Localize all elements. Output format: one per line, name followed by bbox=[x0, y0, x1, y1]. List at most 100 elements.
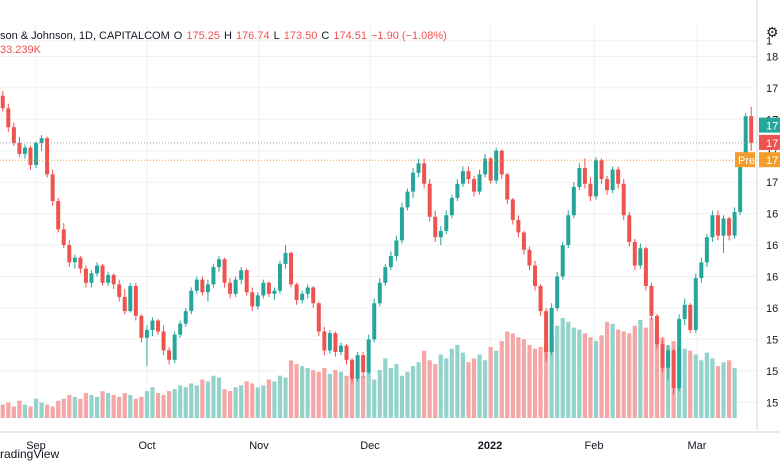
high-label: H bbox=[223, 30, 232, 42]
volume-bar bbox=[571, 327, 576, 418]
candle-body bbox=[682, 304, 687, 319]
volume-bar bbox=[239, 385, 244, 418]
candle-body bbox=[693, 278, 698, 330]
candle-body bbox=[255, 295, 260, 307]
x-tick-label: Sep bbox=[26, 440, 46, 452]
candle-body bbox=[22, 147, 27, 154]
volume-bar bbox=[355, 377, 360, 418]
candle-body bbox=[649, 285, 654, 316]
candle-body bbox=[677, 318, 682, 389]
candle-body bbox=[294, 284, 299, 301]
candle-body bbox=[577, 168, 582, 187]
candle-body bbox=[699, 262, 704, 279]
candle-body bbox=[139, 315, 144, 338]
close-value: 174.51 bbox=[333, 30, 367, 42]
volume-bar bbox=[726, 360, 732, 418]
volume-bar bbox=[566, 321, 571, 418]
volume-bar bbox=[599, 335, 604, 418]
gear-icon[interactable]: ⚙ bbox=[766, 24, 779, 40]
volume-bar bbox=[144, 391, 150, 418]
candle-body bbox=[300, 293, 305, 301]
volume-bar bbox=[211, 375, 216, 418]
candle-body bbox=[28, 147, 33, 165]
volume-bar bbox=[166, 391, 172, 418]
candle-body bbox=[216, 259, 221, 268]
volume-bar bbox=[366, 371, 371, 418]
candle-body bbox=[61, 229, 66, 246]
y-tick-label: 16 bbox=[766, 272, 778, 284]
price-tag-box bbox=[759, 117, 780, 133]
candle-body bbox=[593, 160, 598, 197]
volume-bar bbox=[311, 369, 316, 418]
candle-body bbox=[228, 282, 233, 294]
volume-bar bbox=[227, 391, 233, 418]
candle-body bbox=[715, 215, 720, 236]
candle-body bbox=[494, 150, 499, 181]
candle-body bbox=[211, 267, 216, 285]
candle-body bbox=[11, 127, 16, 143]
candle-body bbox=[327, 333, 332, 351]
x-tick-label: Dec bbox=[360, 440, 380, 452]
candle-body bbox=[449, 197, 454, 216]
candle-body bbox=[405, 191, 410, 208]
candle-body bbox=[45, 138, 50, 175]
candle-body bbox=[183, 311, 188, 324]
volume-bar bbox=[250, 383, 255, 418]
volume-bar bbox=[632, 325, 637, 418]
candle-body bbox=[272, 290, 277, 294]
volume-bar bbox=[399, 375, 405, 418]
candle-body bbox=[433, 216, 438, 238]
volume-bar bbox=[422, 350, 427, 418]
volume-bar bbox=[416, 362, 421, 418]
candle-body bbox=[178, 323, 183, 335]
candle-body bbox=[571, 186, 576, 216]
volume-bar bbox=[17, 400, 22, 418]
candle-body bbox=[200, 279, 205, 293]
y-tick-label: 15 bbox=[766, 334, 778, 346]
candle-body bbox=[438, 230, 443, 238]
volume-bar bbox=[410, 366, 416, 418]
low-label: L bbox=[273, 30, 280, 42]
candle-body bbox=[411, 172, 416, 192]
candle-body bbox=[516, 219, 521, 233]
candle-body bbox=[56, 201, 61, 230]
candle-body bbox=[122, 296, 127, 312]
candle-body bbox=[239, 270, 244, 280]
volume-bar bbox=[682, 348, 687, 418]
volume-bar bbox=[527, 344, 532, 418]
volume-bar bbox=[494, 350, 499, 418]
y-tick-label: 18 bbox=[766, 51, 778, 63]
x-tick-label: Mar bbox=[688, 440, 707, 452]
candle-body bbox=[194, 279, 199, 291]
volume-bar bbox=[172, 389, 177, 418]
candle-body bbox=[399, 207, 404, 241]
x-tick-label: Nov bbox=[249, 440, 269, 452]
candle-body bbox=[83, 268, 88, 283]
price-tag-box bbox=[759, 152, 780, 168]
candle-body bbox=[466, 171, 471, 180]
volume-bar bbox=[28, 406, 33, 418]
candle-body bbox=[34, 142, 39, 165]
candle-body bbox=[566, 215, 571, 246]
volume-bar bbox=[233, 387, 238, 418]
candle-body bbox=[632, 241, 637, 266]
volume-bar bbox=[316, 371, 321, 418]
candle-body bbox=[704, 237, 709, 263]
candle-body bbox=[366, 339, 371, 373]
volume-bar bbox=[699, 360, 704, 418]
candle-body bbox=[721, 218, 726, 236]
candle-body bbox=[17, 142, 22, 154]
volume-bar bbox=[6, 402, 11, 418]
volume-bar bbox=[510, 333, 515, 418]
volume-bar bbox=[466, 362, 471, 418]
candle-body bbox=[738, 157, 743, 213]
candle-body bbox=[128, 285, 133, 312]
volume-bar bbox=[361, 375, 366, 418]
volume-bar bbox=[300, 366, 305, 418]
premarket-tag-label: Pre bbox=[738, 155, 755, 167]
candle-body bbox=[499, 150, 504, 175]
volume-bar bbox=[577, 329, 582, 418]
